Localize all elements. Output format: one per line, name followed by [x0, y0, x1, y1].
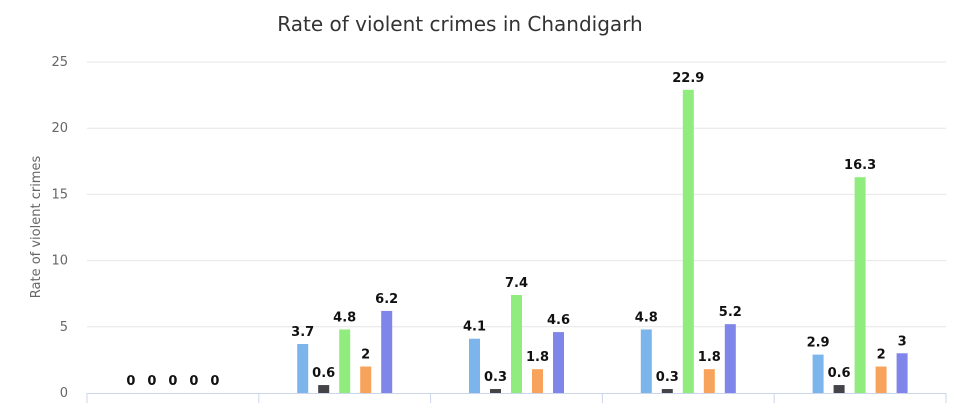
- y-tick-label: 20: [51, 121, 68, 136]
- bar: [490, 389, 501, 393]
- bar: [511, 295, 522, 393]
- data-label: 22.9: [672, 71, 704, 86]
- y-axis-ticks: 0 5 10 15 20 25: [51, 55, 68, 401]
- data-label: 0: [168, 374, 177, 389]
- y-tick-label: 25: [51, 55, 68, 70]
- data-label: 4.1: [463, 320, 486, 335]
- data-label: 1.8: [526, 350, 549, 365]
- data-labels: 0 3.7 4.1 4.8 2.9 0 0.6 0.3 0.3 0.6 0 4.8 7.4 22.9 16.…: [126, 71, 906, 389]
- bars: [297, 89, 908, 393]
- bar: [553, 332, 564, 393]
- data-label: 3.7: [291, 325, 314, 340]
- data-label: 2: [877, 348, 886, 363]
- bar: [297, 344, 309, 393]
- bar: [833, 385, 845, 393]
- chart-title: Rate of violent crimes in Chandigarh: [277, 12, 642, 36]
- bar: [318, 385, 330, 393]
- y-tick-label: 15: [51, 187, 68, 202]
- bar: [339, 329, 351, 393]
- bar: [875, 366, 887, 393]
- data-label: 16.3: [844, 158, 876, 173]
- data-label: 0: [147, 374, 156, 389]
- data-label: 6.2: [375, 292, 398, 307]
- bar: [469, 338, 480, 393]
- data-label: 0: [189, 374, 198, 389]
- bar: [640, 329, 652, 393]
- data-label: 2: [361, 348, 370, 363]
- data-label: 0.6: [312, 366, 335, 381]
- grid-lines: [87, 61, 946, 328]
- bar: [381, 310, 393, 393]
- bar: [661, 389, 673, 393]
- data-label: 4.6: [547, 313, 570, 328]
- bar: [854, 177, 866, 393]
- bar: [703, 369, 715, 393]
- data-label: 4.8: [333, 310, 356, 325]
- data-label: 5.2: [719, 305, 742, 320]
- bar: [532, 369, 543, 393]
- x-axis: [86, 393, 947, 403]
- data-label: 2.9: [807, 336, 830, 351]
- y-tick-label: 5: [60, 320, 68, 335]
- bar: [682, 89, 694, 393]
- data-label: 7.4: [505, 276, 528, 291]
- data-label: 0.6: [828, 366, 851, 381]
- y-axis-label: Rate of violent crimes: [29, 156, 44, 299]
- y-tick-label: 10: [51, 254, 68, 269]
- data-label: 0: [126, 374, 135, 389]
- data-label: 0.3: [484, 370, 507, 385]
- y-tick-label: 0: [60, 386, 68, 401]
- data-label: 1.8: [698, 350, 721, 365]
- data-label: 0: [210, 374, 219, 389]
- data-label: 3: [898, 334, 907, 349]
- data-label: 4.8: [635, 310, 658, 325]
- bar: [812, 354, 824, 393]
- bar: [360, 366, 372, 393]
- data-label: 0.3: [656, 370, 679, 385]
- bar: [896, 353, 908, 393]
- bar: [724, 324, 736, 393]
